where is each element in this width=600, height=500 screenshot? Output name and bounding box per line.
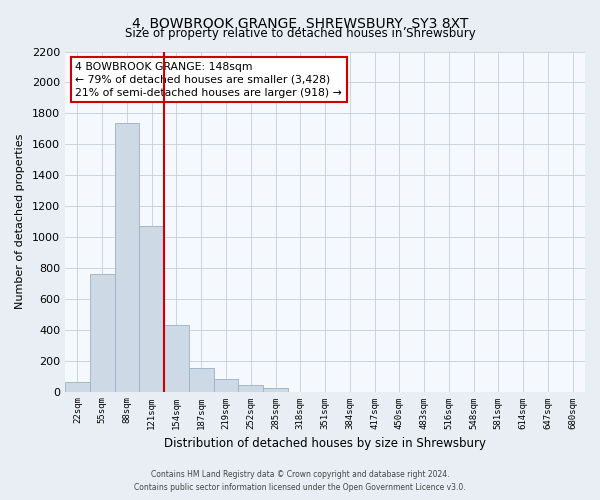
- X-axis label: Distribution of detached houses by size in Shrewsbury: Distribution of detached houses by size …: [164, 437, 486, 450]
- Bar: [238, 384, 263, 392]
- Bar: [263, 388, 288, 392]
- Bar: [139, 226, 164, 392]
- Text: Contains HM Land Registry data © Crown copyright and database right 2024.
Contai: Contains HM Land Registry data © Crown c…: [134, 470, 466, 492]
- Text: 4 BOWBROOK GRANGE: 148sqm
← 79% of detached houses are smaller (3,428)
21% of se: 4 BOWBROOK GRANGE: 148sqm ← 79% of detac…: [76, 62, 342, 98]
- Y-axis label: Number of detached properties: Number of detached properties: [15, 134, 25, 309]
- Bar: [189, 368, 214, 392]
- Text: Size of property relative to detached houses in Shrewsbury: Size of property relative to detached ho…: [125, 28, 475, 40]
- Bar: [90, 274, 115, 392]
- Bar: [65, 382, 90, 392]
- Bar: [214, 379, 238, 392]
- Bar: [115, 122, 139, 392]
- Bar: [164, 325, 189, 392]
- Text: 4, BOWBROOK GRANGE, SHREWSBURY, SY3 8XT: 4, BOWBROOK GRANGE, SHREWSBURY, SY3 8XT: [132, 18, 468, 32]
